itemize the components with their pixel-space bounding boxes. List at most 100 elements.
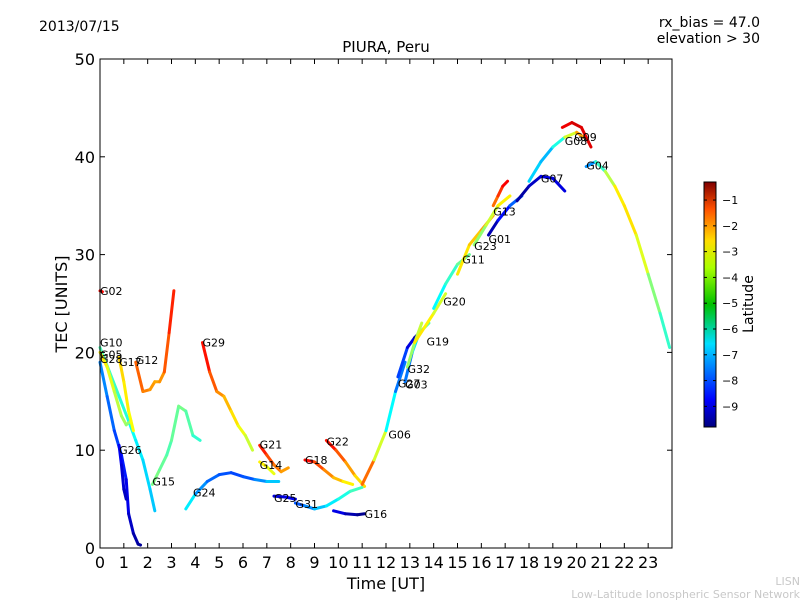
satellite-label-g31: G31 xyxy=(295,498,318,511)
data-segment xyxy=(322,468,336,480)
data-segment xyxy=(98,360,109,398)
x-tick-label: 6 xyxy=(238,553,248,572)
data-segment xyxy=(560,121,574,129)
x-tick-label: 20 xyxy=(566,553,586,572)
series-g13 xyxy=(491,179,510,208)
data-segment xyxy=(229,471,245,479)
satellite-label-g01: G01 xyxy=(488,233,511,246)
data-segment xyxy=(405,336,417,350)
data-segment xyxy=(384,390,398,433)
data-segment xyxy=(148,487,157,513)
series-g23 xyxy=(472,194,512,247)
y-tick-label: 0 xyxy=(85,539,95,558)
data-segment xyxy=(272,463,283,474)
satellite-label-g16: G16 xyxy=(365,508,388,521)
data-segment xyxy=(313,460,326,472)
satellite-label-g14: G14 xyxy=(260,459,283,472)
x-tick-label: 0 xyxy=(95,553,105,572)
satellite-label-g21: G21 xyxy=(260,438,283,451)
y-axis-label: TEC [UNITS] xyxy=(52,256,71,354)
data-segment xyxy=(258,443,269,457)
data-segment xyxy=(127,409,135,433)
rx-bias-label: rx_bias = 47.0 xyxy=(659,15,760,31)
credit-lisn: LISN xyxy=(775,575,800,588)
data-segment xyxy=(551,176,567,193)
data-segment xyxy=(336,489,352,501)
data-segment xyxy=(432,292,448,315)
x-tick-label: 10 xyxy=(328,553,348,572)
data-segment xyxy=(200,341,212,374)
satellite-label-g26: G26 xyxy=(119,444,142,457)
series-g04 xyxy=(584,160,672,350)
satellite-label-g22: G22 xyxy=(326,435,349,448)
data-segment xyxy=(122,380,131,413)
data-segment xyxy=(539,145,555,164)
data-segment xyxy=(131,531,140,546)
data-segment xyxy=(579,125,593,149)
colorbar-tick-label: −7 xyxy=(722,349,738,362)
y-tick-label: 30 xyxy=(75,246,95,265)
data-segment xyxy=(272,494,288,499)
axis-ticks: 0 1 2 3 4 5 6 7 8 9 10 11 12 13 14 15 16 17 18 19 20 21 22 2301… xyxy=(75,50,672,572)
data-segment xyxy=(551,135,567,149)
chart-title: PIURA, Peru xyxy=(342,38,429,56)
data-segment xyxy=(515,184,531,203)
series-g26 xyxy=(117,443,128,501)
data-segment xyxy=(658,311,672,350)
data-segment xyxy=(293,501,307,508)
data-segment xyxy=(496,204,512,222)
series-g06 xyxy=(360,360,407,486)
elevation-label: elevation > 30 xyxy=(657,31,760,47)
data-segment xyxy=(141,458,152,491)
data-segment xyxy=(222,394,233,413)
data-segment xyxy=(148,380,157,392)
data-segment xyxy=(158,453,169,472)
data-segment xyxy=(422,311,436,330)
satellite-label-g03: G03 xyxy=(405,379,428,392)
satellite-label-g11: G11 xyxy=(462,253,485,266)
satellite-label-g27: G27 xyxy=(398,378,421,391)
data-segment xyxy=(324,497,340,508)
data-segment xyxy=(613,184,626,208)
data-segment xyxy=(570,121,583,129)
data-segment xyxy=(634,233,650,276)
x-tick-label: 2 xyxy=(143,553,153,572)
x-tick-label: 4 xyxy=(190,553,200,572)
x-tick-label: 1 xyxy=(119,553,129,572)
data-segment xyxy=(170,404,181,442)
x-tick-label: 14 xyxy=(423,553,443,572)
satellite-label-g15: G15 xyxy=(152,475,175,488)
series-g07 xyxy=(515,174,567,203)
colorbar-tick-label: −9 xyxy=(722,400,738,413)
data-segment xyxy=(432,282,448,310)
data-segment xyxy=(646,272,662,315)
data-segment xyxy=(117,355,126,384)
x-axis-label: Time [UT] xyxy=(346,574,425,593)
data-segment xyxy=(355,512,367,517)
data-segment xyxy=(105,394,116,433)
colorbar-ticks: −1 −2 −3 −4 −5 −6 −7 −8 −9 xyxy=(704,194,738,413)
data-segment xyxy=(243,434,255,452)
data-segment xyxy=(105,365,116,394)
data-segment xyxy=(167,289,176,335)
series-g22 xyxy=(324,438,367,488)
data-segment xyxy=(444,262,459,286)
data-segment xyxy=(332,509,347,516)
data-segment xyxy=(575,130,586,139)
data-segment xyxy=(527,160,543,183)
data-segment xyxy=(205,473,221,483)
series-g17 xyxy=(117,355,135,433)
credit-network: Low-Latitude Ionospheric Sensor Network xyxy=(571,588,800,600)
data-segment xyxy=(472,223,488,247)
data-segment xyxy=(119,414,128,427)
data-segment xyxy=(584,160,598,169)
x-tick-label: 5 xyxy=(214,553,224,572)
data-segment xyxy=(150,468,162,486)
data-segment xyxy=(165,438,173,457)
x-tick-label: 16 xyxy=(471,553,491,572)
data-segment xyxy=(136,542,143,547)
y-tick-label: 50 xyxy=(75,50,95,69)
data-segment xyxy=(341,479,355,486)
data-segment xyxy=(484,204,500,227)
satellite-label-g09: G09 xyxy=(574,131,597,144)
